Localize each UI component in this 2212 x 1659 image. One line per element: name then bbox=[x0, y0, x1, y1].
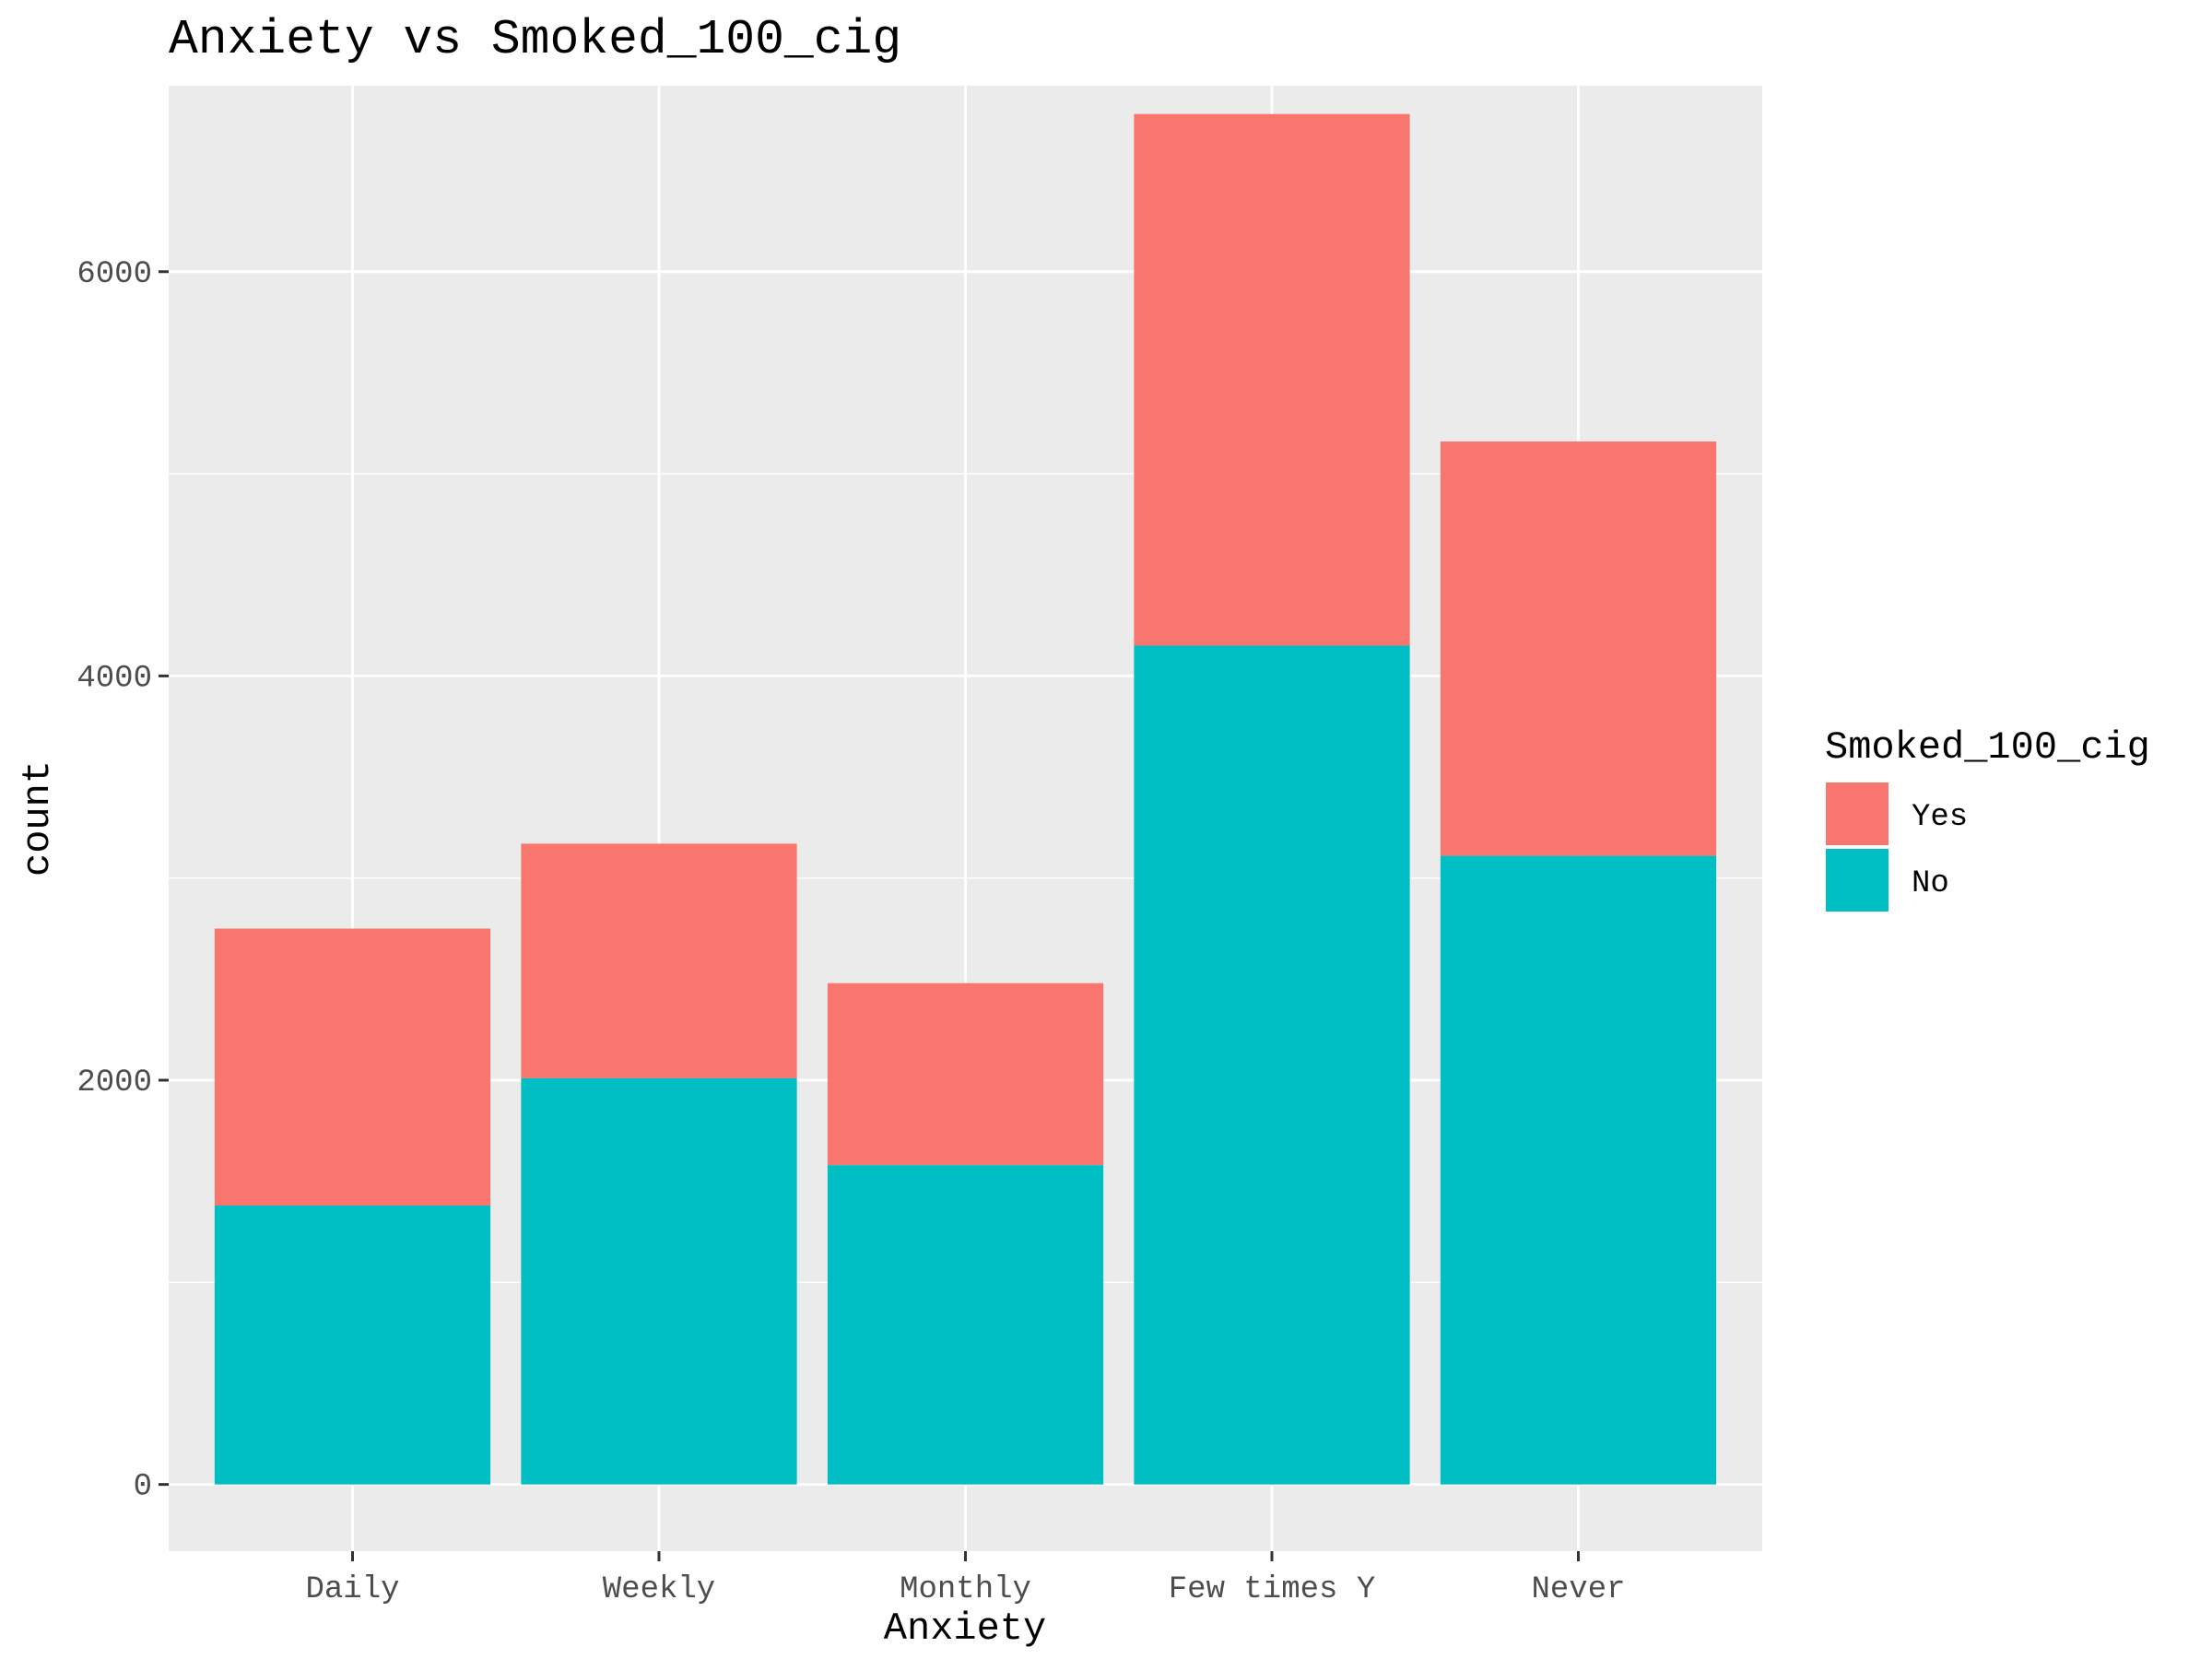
y-axis: 0 2000 4000 6000 bbox=[76, 257, 169, 1505]
x-tick-label: Few times Y bbox=[1169, 1572, 1375, 1607]
x-tick-label: Daily bbox=[305, 1572, 399, 1607]
bar-yes-few-times-y bbox=[1134, 113, 1410, 646]
y-tick-label: 0 bbox=[134, 1470, 152, 1505]
bar-no-never bbox=[1440, 855, 1717, 1485]
bar-yes-weekly bbox=[521, 843, 797, 1078]
bar-yes-monthly bbox=[827, 982, 1104, 1166]
legend-label-yes: Yes bbox=[1912, 800, 1968, 835]
legend-label-no: No bbox=[1912, 866, 1949, 901]
bar-no-few-times-y bbox=[1134, 645, 1410, 1485]
x-tick-label: Never bbox=[1531, 1572, 1625, 1607]
y-tick-label: 4000 bbox=[76, 661, 152, 696]
y-axis-title: count bbox=[16, 760, 60, 877]
bar-yes-never bbox=[1440, 441, 1717, 856]
bar-yes-daily bbox=[214, 928, 491, 1206]
legend-swatch-yes bbox=[1824, 781, 1890, 847]
bars bbox=[214, 113, 1717, 1485]
x-tick-label: Weekly bbox=[603, 1572, 715, 1607]
x-tick-label: Monthly bbox=[900, 1572, 1031, 1607]
legend: Smoked_100_cig Yes No bbox=[1824, 725, 2150, 913]
bar-no-weekly bbox=[521, 1077, 797, 1485]
y-tick-label: 2000 bbox=[76, 1065, 152, 1100]
y-tick-label: 6000 bbox=[76, 257, 152, 292]
bar-no-daily bbox=[214, 1205, 491, 1485]
x-axis-title: Anxiety bbox=[884, 1606, 1046, 1651]
legend-title: Smoked_100_cig bbox=[1825, 725, 2150, 770]
chart-title: Anxiety vs Smoked_100_cig bbox=[169, 12, 901, 67]
x-axis: Daily Weekly Monthly Few times Y Never bbox=[305, 1551, 1626, 1607]
legend-swatch-no bbox=[1824, 847, 1890, 913]
bar-no-monthly bbox=[827, 1165, 1104, 1485]
